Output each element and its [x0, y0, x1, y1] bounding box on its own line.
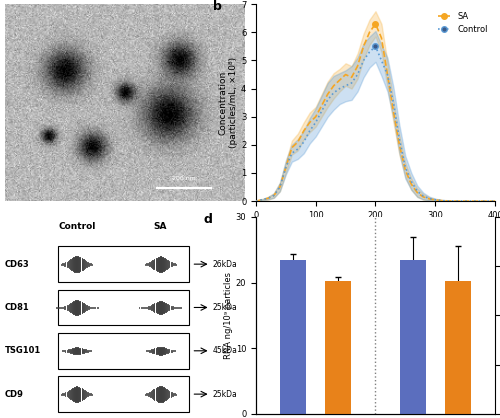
- Text: b: b: [213, 0, 222, 13]
- Text: CD81: CD81: [5, 303, 30, 312]
- Y-axis label: Concentration
(particles/mL, ×10⁸): Concentration (particles/mL, ×10⁸): [218, 57, 238, 148]
- Bar: [280, 260, 306, 414]
- Text: SA: SA: [154, 222, 167, 231]
- X-axis label: Particle diameter (nm): Particle diameter (nm): [313, 225, 438, 235]
- Bar: [400, 260, 426, 414]
- Legend: SA, Control: SA, Control: [434, 8, 491, 37]
- Text: TSG101: TSG101: [5, 346, 41, 355]
- Text: 25kDa: 25kDa: [213, 303, 238, 312]
- Text: CD63: CD63: [5, 260, 30, 269]
- Text: 45kDa: 45kDa: [213, 346, 238, 355]
- Text: 25kDa: 25kDa: [213, 390, 238, 399]
- Y-axis label: RNA ng/10⁹ particles: RNA ng/10⁹ particles: [224, 272, 233, 359]
- Text: 200 nm: 200 nm: [172, 176, 196, 181]
- Text: Control: Control: [58, 222, 96, 231]
- Text: d: d: [204, 213, 212, 226]
- Bar: [325, 280, 351, 414]
- Text: 26kDa: 26kDa: [213, 260, 238, 269]
- Bar: [444, 280, 470, 414]
- Text: CD9: CD9: [5, 390, 24, 399]
